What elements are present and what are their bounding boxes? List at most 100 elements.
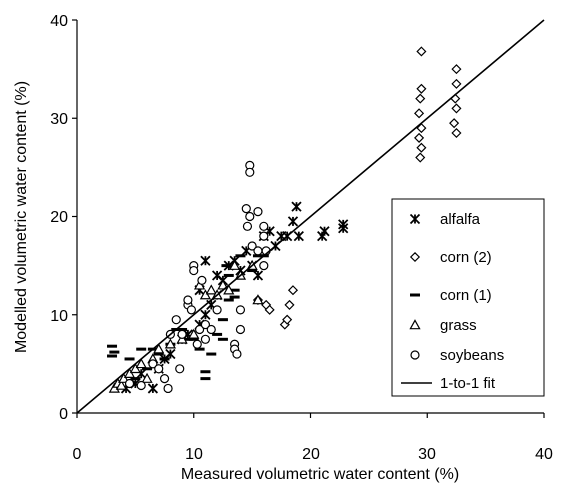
point-corn-2 bbox=[416, 83, 427, 94]
legend-label-1-to-1-fit: 1-to-1 fit bbox=[440, 375, 496, 392]
point-corn-2 bbox=[451, 64, 462, 75]
point-alfalfa bbox=[211, 270, 223, 281]
point-corn-1 bbox=[229, 288, 240, 292]
point-grass bbox=[199, 289, 212, 300]
y-tick-label: 20 bbox=[50, 209, 68, 226]
point-soybeans bbox=[189, 265, 199, 276]
axis-ticks bbox=[72, 19, 545, 418]
point-alfalfa bbox=[147, 383, 159, 394]
point-corn-2 bbox=[414, 108, 425, 119]
point-grass bbox=[135, 358, 147, 369]
point-corn-1 bbox=[177, 327, 188, 331]
point-soybeans bbox=[194, 324, 205, 335]
point-soybeans bbox=[200, 334, 211, 344]
point-soybeans bbox=[159, 374, 170, 384]
point-corn-2 bbox=[284, 299, 295, 310]
point-alfalfa bbox=[291, 201, 302, 212]
point-soybeans bbox=[206, 324, 216, 335]
point-grass bbox=[115, 379, 127, 390]
point-corn-1 bbox=[130, 377, 141, 381]
point-corn-1 bbox=[159, 357, 170, 361]
point-grass bbox=[153, 343, 165, 354]
point-soybeans bbox=[175, 364, 185, 374]
point-corn-1 bbox=[136, 347, 147, 351]
point-grass bbox=[252, 294, 264, 305]
point-corn-1 bbox=[200, 370, 211, 374]
point-alfalfa bbox=[165, 348, 176, 360]
point-grass bbox=[129, 362, 141, 374]
point-soybeans bbox=[163, 383, 173, 394]
y-tick-label: 30 bbox=[50, 111, 68, 128]
legend-label-corn-2: corn (2) bbox=[440, 249, 492, 266]
point-corn-2 bbox=[451, 78, 462, 89]
point-soybeans bbox=[148, 359, 158, 369]
point-alfalfa bbox=[293, 231, 304, 242]
point-soybeans bbox=[197, 275, 207, 285]
point-corn-2 bbox=[415, 152, 426, 163]
point-grass bbox=[118, 372, 130, 383]
point-soybeans bbox=[259, 231, 269, 241]
point-soybeans bbox=[183, 295, 193, 305]
point-corn-1 bbox=[229, 295, 240, 299]
point-soybeans bbox=[242, 221, 253, 231]
x-tick-label: 30 bbox=[418, 446, 436, 463]
point-soybeans bbox=[136, 380, 146, 391]
point-corn-2 bbox=[451, 103, 462, 114]
point-corn-1 bbox=[223, 298, 234, 302]
point-corn-1 bbox=[200, 377, 211, 381]
legend-marker-grass bbox=[409, 319, 421, 330]
x-tick-label: 10 bbox=[185, 446, 203, 463]
point-soybeans bbox=[235, 305, 246, 315]
point-soybeans bbox=[186, 305, 197, 315]
point-soybeans bbox=[245, 167, 255, 177]
point-corn-1 bbox=[194, 347, 205, 351]
point-grass bbox=[123, 367, 136, 378]
point-corn-1 bbox=[217, 337, 228, 341]
point-soybeans bbox=[235, 324, 246, 335]
point-corn-2 bbox=[416, 46, 427, 57]
point-grass bbox=[223, 284, 235, 295]
one-to-one-line bbox=[76, 19, 545, 414]
point-corn-1 bbox=[206, 352, 217, 356]
point-alfalfa bbox=[252, 270, 264, 281]
legend-box bbox=[391, 198, 545, 397]
point-soybeans bbox=[253, 246, 263, 256]
plot-marks bbox=[76, 19, 545, 414]
point-soybeans bbox=[241, 204, 251, 214]
legend: alfalfa corn (2) corn (1) grass soybeans… bbox=[391, 198, 545, 397]
point-soybeans bbox=[200, 319, 211, 330]
legend-markers bbox=[401, 213, 432, 384]
point-corn-1 bbox=[223, 273, 234, 277]
legend-label-alfalfa: alfalfa bbox=[440, 211, 481, 228]
x-tick-label: 40 bbox=[535, 446, 553, 463]
y-tick-label: 10 bbox=[50, 308, 68, 325]
point-corn-1 bbox=[124, 357, 135, 361]
y-tick-label: 0 bbox=[59, 406, 68, 423]
point-grass bbox=[228, 259, 241, 270]
point-soybeans bbox=[247, 241, 257, 251]
legend-marker-soybeans bbox=[410, 350, 420, 360]
point-corn-1 bbox=[107, 354, 118, 358]
point-corn-1 bbox=[182, 337, 193, 341]
legend-label-corn-1: corn (1) bbox=[440, 287, 492, 304]
point-soybeans bbox=[177, 329, 187, 339]
point-alfalfa bbox=[319, 226, 330, 237]
point-soybeans bbox=[154, 364, 164, 374]
point-grass bbox=[217, 279, 229, 290]
point-corn-1 bbox=[188, 337, 199, 341]
legend-marker-corn-1 bbox=[410, 293, 420, 297]
point-grass bbox=[141, 372, 153, 383]
point-corn-1 bbox=[153, 352, 164, 356]
point-corn-1 bbox=[217, 318, 228, 322]
point-soybeans bbox=[171, 315, 181, 325]
point-alfalfa bbox=[200, 255, 211, 266]
point-corn-1 bbox=[107, 344, 118, 348]
point-grass bbox=[188, 328, 200, 339]
legend-label-grass: grass bbox=[440, 317, 477, 334]
point-alfalfa bbox=[287, 216, 299, 227]
x-axis-title: Measured volumetric water content (%) bbox=[181, 466, 459, 483]
point-soybeans bbox=[192, 339, 202, 349]
point-corn-2 bbox=[287, 285, 299, 296]
point-corn-1 bbox=[221, 264, 232, 268]
